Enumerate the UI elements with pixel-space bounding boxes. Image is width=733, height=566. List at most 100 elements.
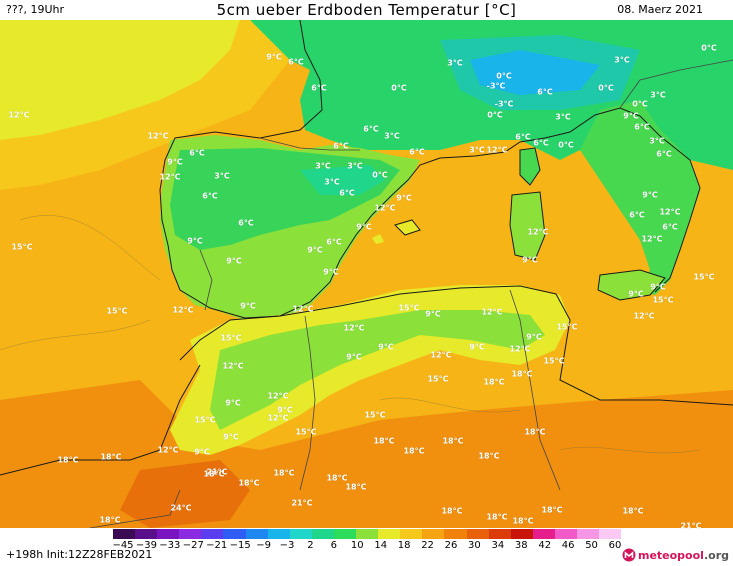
temperature-label: 18°C — [512, 516, 534, 526]
temperature-label: 3°C — [555, 112, 571, 122]
temperature-label: 18°C — [524, 427, 546, 437]
temperature-label: 12°C — [374, 203, 396, 213]
legend-color-segment — [599, 529, 622, 539]
temperature-label: 3°C — [650, 90, 666, 100]
temperature-label: 15°C — [427, 374, 449, 384]
biscay-region — [0, 20, 240, 140]
temperature-label: 0°C — [558, 140, 574, 150]
temperature-label: 9°C — [425, 309, 441, 319]
legend-color-segment — [488, 529, 511, 539]
temperature-label: 9°C — [167, 157, 183, 167]
temperature-label: 3°C — [214, 171, 230, 181]
sardinia-island — [510, 192, 545, 260]
legend-color-segment — [510, 529, 533, 539]
temperature-label: 18°C — [483, 377, 505, 387]
temperature-label: 18°C — [541, 505, 563, 515]
temperature-label: 0°C — [701, 43, 717, 53]
temperature-label: 6°C — [333, 141, 349, 151]
temperature-label: 18°C — [478, 451, 500, 461]
temperature-label: 9°C — [194, 447, 210, 457]
temperature-label: 12°C — [267, 413, 289, 423]
temperature-label: 9°C — [642, 190, 658, 200]
legend-tick-label: 10 — [350, 540, 364, 551]
model-run-label: +198h Init:12Z28FEB2021 — [6, 548, 153, 561]
temperature-label: 9°C — [266, 52, 282, 62]
ibiza-island — [372, 234, 384, 244]
temperature-label: 24°C — [170, 503, 192, 513]
temperature-label: 18°C — [486, 512, 508, 522]
legend-color-segment — [311, 529, 334, 539]
temperature-label: 15°C — [106, 306, 128, 316]
temperature-label: 15°C — [543, 356, 565, 366]
temperature-label: 9°C — [307, 245, 323, 255]
temperature-label: 6°C — [515, 132, 531, 142]
temperature-label: 9°C — [323, 267, 339, 277]
brand-link[interactable]: meteopool.org — [622, 546, 729, 564]
temperature-label: 12°C — [509, 344, 531, 354]
temperature-label: 9°C — [240, 301, 256, 311]
temperature-label: 3°C — [384, 131, 400, 141]
temperature-label: 12°C — [8, 110, 30, 120]
temperature-label: 15°C — [652, 295, 674, 305]
temperature-label: 12°C — [486, 145, 508, 155]
temperature-label: 18°C — [511, 369, 533, 379]
coastlines — [0, 20, 733, 476]
legend-tick-label: −9 — [256, 540, 271, 551]
temperature-label: 12°C — [157, 445, 179, 455]
brand-text: meteopool.org — [637, 548, 729, 562]
legend-tick-label: 60 — [608, 540, 622, 551]
legend-color-segment — [179, 529, 202, 539]
temperature-label: 12°C — [172, 305, 194, 315]
temperature-label: 6°C — [634, 122, 650, 132]
temperature-label: 6°C — [537, 87, 553, 97]
legend-tick-label: −45 — [112, 540, 134, 551]
temperature-label: 3°C — [649, 136, 665, 146]
corsica-island — [520, 148, 540, 185]
temperature-label: 0°C — [372, 170, 388, 180]
legend-tick-label: −27 — [182, 540, 204, 551]
temperature-label: 6°C — [409, 147, 425, 157]
temperature-label: 18°C — [273, 468, 295, 478]
temperature-label: 6°C — [363, 124, 379, 134]
italy-land — [580, 100, 700, 295]
legend-color-segment — [201, 529, 224, 539]
temperature-label: 3°C — [315, 161, 331, 171]
central-spain-cold — [300, 165, 385, 195]
legend-color-segment — [400, 529, 423, 539]
legend-tick-label: 38 — [514, 540, 528, 551]
legend-color-segment — [157, 529, 180, 539]
legend-tick-label: 46 — [561, 540, 575, 551]
temperature-label: 15°C — [220, 333, 242, 343]
temperature-label: 3°C — [447, 58, 463, 68]
map-title: 5cm ueber Erdboden Temperatur [°C] — [216, 1, 517, 19]
legend-tick-label: 34 — [491, 540, 505, 551]
hot-spot-region — [120, 460, 250, 528]
temperature-label: 15°C — [398, 303, 420, 313]
temperature-label: 18°C — [403, 446, 425, 456]
alps-core-region — [470, 50, 600, 95]
temperature-label: 3°C — [614, 55, 630, 65]
temperature-label: 12°C — [222, 361, 244, 371]
atlas-mountains-region — [210, 310, 545, 430]
temperature-label: 9°C — [628, 289, 644, 299]
temperature-label: 3°C — [324, 177, 340, 187]
legend-tick-label: 18 — [397, 540, 411, 551]
temperature-label: 18°C — [100, 452, 122, 462]
temperature-label: 6°C — [656, 149, 672, 159]
temperature-label: 18°C — [442, 436, 464, 446]
temperature-label: 12°C — [147, 131, 169, 141]
temperature-label: 12°C — [527, 227, 549, 237]
temperature-label: 9°C — [650, 282, 666, 292]
legend-color-bar — [113, 529, 622, 539]
temperature-label: 0°C — [598, 83, 614, 93]
temperature-label: 9°C — [356, 222, 372, 232]
legend-color-segment — [576, 529, 600, 539]
legend-color-segment — [356, 529, 379, 539]
temperature-label: 18°C — [373, 436, 395, 446]
legend-tick-label: −15 — [229, 540, 251, 551]
temperature-label: 9°C — [378, 342, 394, 352]
temperature-label: 9°C — [346, 352, 362, 362]
legend-color-segment — [289, 529, 312, 539]
temperature-label: 15°C — [556, 322, 578, 332]
